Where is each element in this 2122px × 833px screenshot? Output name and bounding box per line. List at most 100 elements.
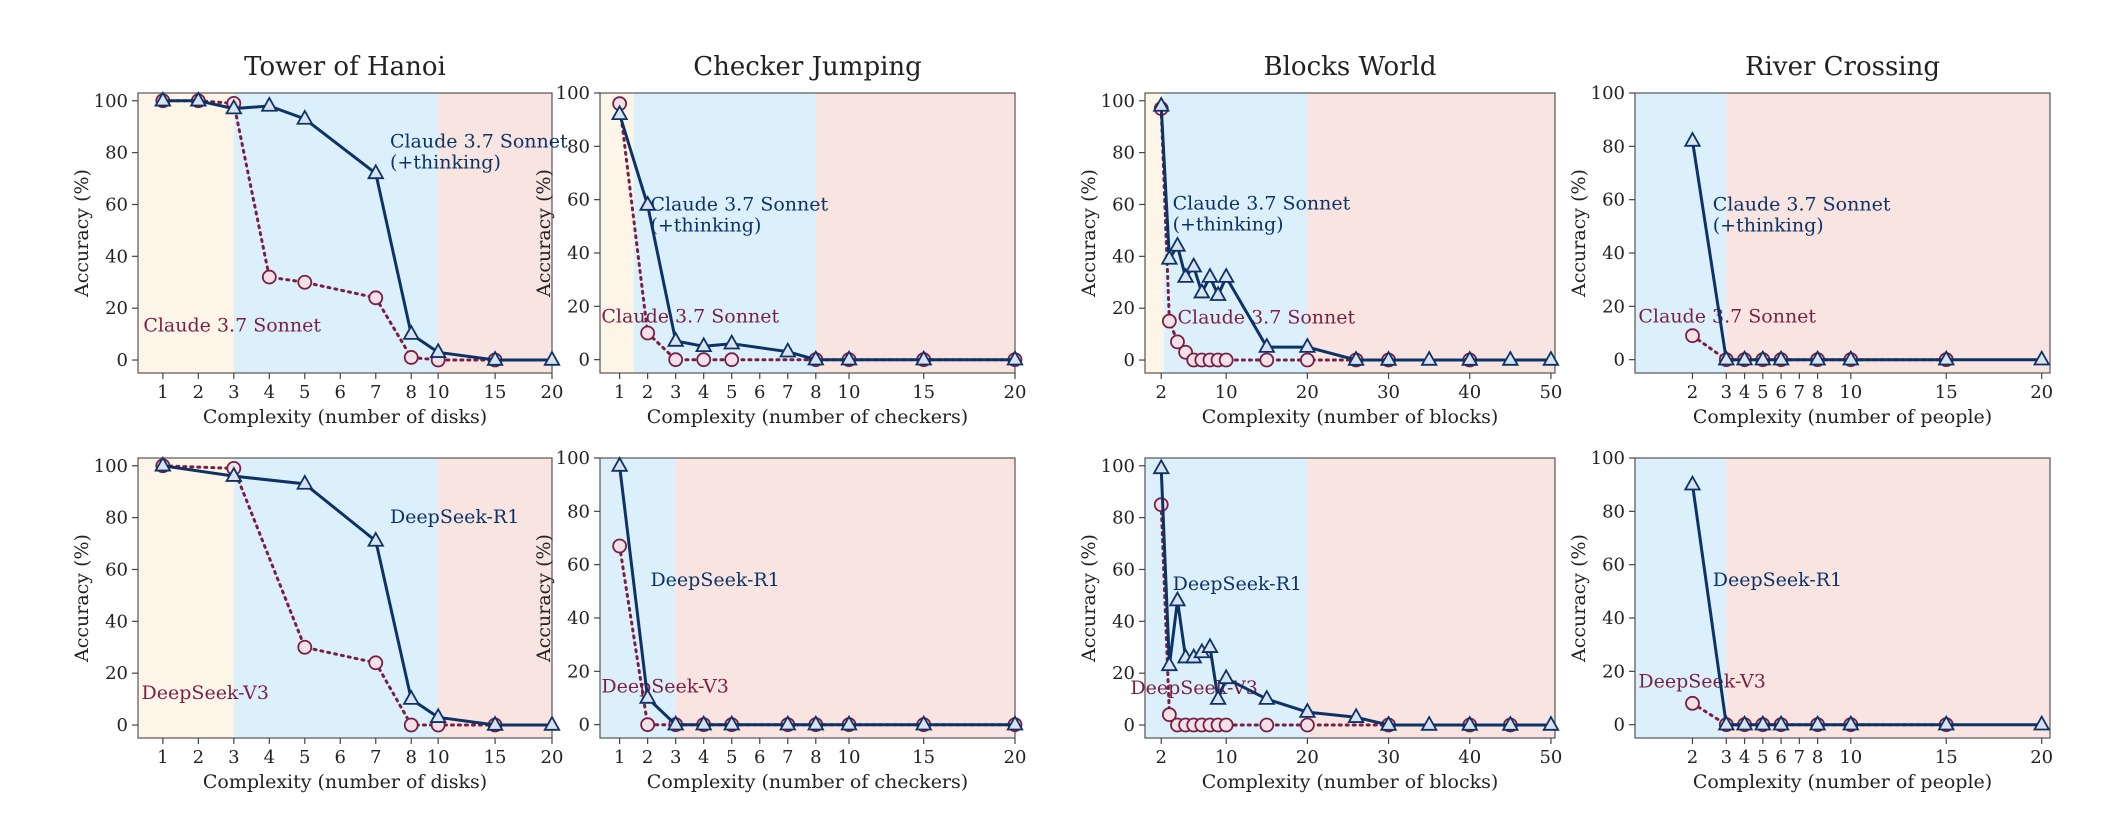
data-point-triangle xyxy=(1152,458,1170,475)
data-point-triangle xyxy=(722,333,741,350)
x-tick-label: 10 xyxy=(427,382,450,403)
x-tick-label: 30 xyxy=(1377,747,1400,768)
series-label: (+thinking) xyxy=(1713,214,1824,236)
x-tick-label: 20 xyxy=(1004,382,1027,403)
y-tick-label: 60 xyxy=(1602,555,1625,576)
y-tick-label: 20 xyxy=(1602,296,1625,317)
y-tick-label: 40 xyxy=(1112,246,1135,267)
region-high xyxy=(438,458,552,738)
y-tick-label: 0 xyxy=(117,715,128,736)
x-tick-label: 2 xyxy=(1687,747,1698,768)
data-point-triangle xyxy=(2032,714,2051,731)
x-tick-label: 2 xyxy=(1156,382,1167,403)
column-title: Tower of Hanoi xyxy=(244,52,446,82)
series-label: Claude 3.7 Sonnet xyxy=(390,130,568,152)
region-mid xyxy=(1145,458,1308,738)
y-axis-label: Accuracy (%) xyxy=(533,534,555,663)
data-point-triangle xyxy=(1683,474,1702,491)
y-axis-label: Accuracy (%) xyxy=(71,534,93,663)
data-point-triangle xyxy=(402,689,420,705)
data-point-triangle xyxy=(367,163,385,180)
data-point-triangle xyxy=(429,707,447,723)
data-point-triangle xyxy=(2032,349,2051,366)
data-point-triangle xyxy=(666,331,685,347)
x-tick-label: 2 xyxy=(1687,382,1698,403)
data-point-triangle xyxy=(1735,714,1754,731)
data-point-circle xyxy=(1259,717,1275,733)
data-point-circle xyxy=(403,350,419,365)
data-point-triangle xyxy=(225,466,243,482)
x-tick-label: 10 xyxy=(838,747,861,768)
data-point-triangle xyxy=(543,715,561,731)
y-tick-label: 20 xyxy=(105,663,128,684)
y-tick-label: 60 xyxy=(1112,194,1135,215)
x-tick-label: 3 xyxy=(1721,747,1732,768)
x-tick-label: 3 xyxy=(228,747,239,768)
data-point-triangle xyxy=(296,474,314,490)
x-tick-label: 6 xyxy=(335,382,346,403)
series-label: Claude 3.7 Sonnet xyxy=(1177,307,1355,329)
data-point-circle xyxy=(1259,352,1275,368)
data-point-circle xyxy=(640,717,656,733)
x-tick-label: 15 xyxy=(1935,747,1958,768)
chart-panel-0-0: 0 20 40 60 80 100 1 2 3 4 5 6 7 8 10 15 20 Complexity (nu… xyxy=(71,91,568,428)
y-tick-label: 80 xyxy=(1112,508,1135,529)
x-tick-label: 10 xyxy=(1839,382,1862,403)
region-mid xyxy=(1635,458,1727,738)
x-tick-label: 10 xyxy=(838,382,861,403)
data-point-triangle xyxy=(1754,714,1772,731)
y-tick-label: 60 xyxy=(1112,559,1135,580)
plot-frame xyxy=(137,457,553,739)
data-point-circle xyxy=(696,352,712,368)
x-axis-label: Complexity (number of people) xyxy=(1693,406,1992,428)
x-tick-label: 3 xyxy=(670,382,681,403)
x-tick-label: 3 xyxy=(228,382,239,403)
y-tick-label: 100 xyxy=(94,456,128,477)
region-mid xyxy=(1163,93,1308,373)
y-tick-label: 100 xyxy=(556,448,590,469)
x-tick-label: 6 xyxy=(335,747,346,768)
plot-frame xyxy=(1634,457,2051,739)
data-point-circle xyxy=(1685,695,1700,711)
series-label: DeepSeek-R1 xyxy=(1173,573,1302,595)
x-tick-label: 6 xyxy=(1775,382,1786,403)
x-tick-label: 15 xyxy=(1935,382,1958,403)
y-axis-label: Accuracy (%) xyxy=(533,169,555,298)
data-point-circle xyxy=(297,639,313,655)
data-point-triangle xyxy=(914,349,933,366)
x-tick-label: 7 xyxy=(370,747,381,768)
region-low xyxy=(1145,93,1164,373)
data-point-triangle xyxy=(1258,689,1276,705)
data-point-triangle xyxy=(154,455,172,472)
x-tick-label: 5 xyxy=(299,382,310,403)
data-point-triangle xyxy=(260,96,279,112)
data-point-circle xyxy=(724,352,740,368)
data-point-triangle xyxy=(1754,349,1772,366)
data-point-circle xyxy=(1170,334,1185,350)
data-point-triangle xyxy=(840,349,858,366)
region-high xyxy=(1726,458,2050,738)
data-point-triangle xyxy=(1006,714,1024,731)
y-tick-label: 40 xyxy=(105,246,128,267)
x-tick-label: 15 xyxy=(484,747,507,768)
data-point-triangle xyxy=(296,109,314,125)
data-point-circle xyxy=(297,274,313,290)
data-point-triangle xyxy=(225,98,243,115)
x-tick-label: 2 xyxy=(642,382,653,403)
data-point-triangle xyxy=(1808,349,1827,366)
y-tick-label: 60 xyxy=(105,194,128,215)
y-tick-label: 60 xyxy=(105,559,128,580)
data-point-triangle xyxy=(1717,714,1736,731)
column-title: Blocks World xyxy=(1264,52,1437,82)
region-low xyxy=(138,458,234,738)
y-tick-label: 100 xyxy=(94,91,128,112)
data-point-triangle xyxy=(543,350,561,366)
y-axis-label: Accuracy (%) xyxy=(1078,169,1100,298)
x-tick-label: 20 xyxy=(2030,382,2053,403)
x-tick-label: 1 xyxy=(157,382,168,403)
x-tick-label: 20 xyxy=(541,382,564,403)
x-tick-label: 6 xyxy=(1775,747,1786,768)
data-point-triangle xyxy=(1379,350,1398,366)
x-tick-label: 10 xyxy=(1839,747,1862,768)
data-point-triangle xyxy=(1168,590,1187,607)
